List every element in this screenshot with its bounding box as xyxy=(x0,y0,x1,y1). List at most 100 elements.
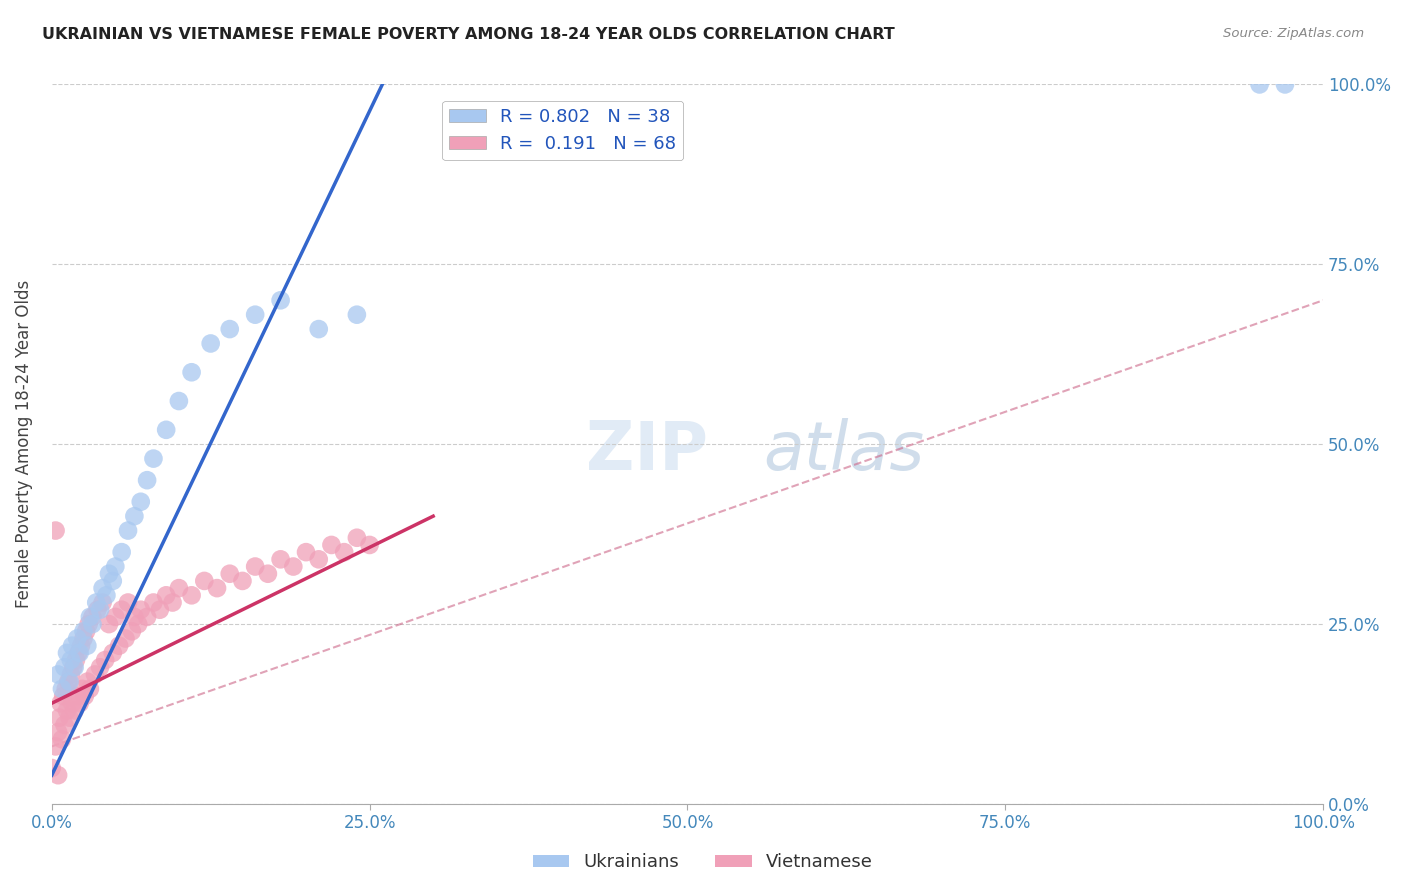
Point xyxy=(127,617,149,632)
Point xyxy=(55,681,77,696)
Point xyxy=(46,667,69,681)
Point xyxy=(155,588,177,602)
Point xyxy=(283,559,305,574)
Point xyxy=(243,308,266,322)
Point xyxy=(193,574,215,588)
Point xyxy=(46,725,69,739)
Point xyxy=(218,322,240,336)
Point xyxy=(84,667,107,681)
Point xyxy=(66,689,89,703)
Point xyxy=(149,603,172,617)
Point xyxy=(58,674,80,689)
Y-axis label: Female Poverty Among 18-24 Year Olds: Female Poverty Among 18-24 Year Olds xyxy=(15,280,32,608)
Point xyxy=(104,559,127,574)
Legend: Ukrainians, Vietnamese: Ukrainians, Vietnamese xyxy=(526,847,880,879)
Point xyxy=(69,646,91,660)
Text: Source: ZipAtlas.com: Source: ZipAtlas.com xyxy=(1223,27,1364,40)
Point xyxy=(129,495,152,509)
Point xyxy=(63,660,86,674)
Point xyxy=(257,566,280,581)
Point xyxy=(270,293,292,308)
Point xyxy=(94,653,117,667)
Point xyxy=(101,574,124,588)
Point xyxy=(79,681,101,696)
Point xyxy=(136,610,159,624)
Point xyxy=(346,308,368,322)
Point xyxy=(48,711,70,725)
Point xyxy=(333,545,356,559)
Point xyxy=(69,696,91,710)
Point xyxy=(53,718,76,732)
Point xyxy=(359,538,381,552)
Point xyxy=(117,595,139,609)
Point xyxy=(142,451,165,466)
Point xyxy=(41,761,63,775)
Point xyxy=(1249,78,1271,92)
Point xyxy=(45,524,67,538)
Point xyxy=(270,552,292,566)
Point xyxy=(82,610,104,624)
Point xyxy=(60,639,83,653)
Point xyxy=(73,689,96,703)
Point xyxy=(86,603,108,617)
Point xyxy=(295,545,318,559)
Point xyxy=(167,394,190,409)
Point xyxy=(104,610,127,624)
Point xyxy=(136,473,159,487)
Text: UKRAINIAN VS VIETNAMESE FEMALE POVERTY AMONG 18-24 YEAR OLDS CORRELATION CHART: UKRAINIAN VS VIETNAMESE FEMALE POVERTY A… xyxy=(42,27,896,42)
Point xyxy=(56,646,79,660)
Point xyxy=(142,595,165,609)
Point xyxy=(180,365,202,379)
Text: atlas: atlas xyxy=(763,418,925,484)
Point xyxy=(111,545,134,559)
Point xyxy=(51,732,73,747)
Point xyxy=(97,617,120,632)
Point xyxy=(89,603,111,617)
Point xyxy=(101,646,124,660)
Point xyxy=(75,624,97,639)
Point xyxy=(62,660,84,674)
Point xyxy=(46,768,69,782)
Point xyxy=(45,739,67,754)
Point xyxy=(53,660,76,674)
Legend: R = 0.802   N = 38, R =  0.191   N = 68: R = 0.802 N = 38, R = 0.191 N = 68 xyxy=(443,101,683,161)
Point xyxy=(124,509,146,524)
Point xyxy=(124,610,146,624)
Text: ZIP: ZIP xyxy=(586,418,707,484)
Point xyxy=(58,674,80,689)
Point xyxy=(308,552,330,566)
Point xyxy=(114,632,136,646)
Point xyxy=(49,696,72,710)
Point xyxy=(97,566,120,581)
Point xyxy=(121,624,143,639)
Point xyxy=(84,595,107,609)
Point xyxy=(72,624,94,639)
Point xyxy=(72,681,94,696)
Point xyxy=(65,653,87,667)
Point xyxy=(82,617,104,632)
Point xyxy=(231,574,253,588)
Point xyxy=(58,711,80,725)
Point xyxy=(308,322,330,336)
Point xyxy=(59,653,82,667)
Point xyxy=(52,689,75,703)
Point xyxy=(321,538,343,552)
Point xyxy=(66,632,89,646)
Point xyxy=(205,581,228,595)
Point xyxy=(76,639,98,653)
Point xyxy=(51,681,73,696)
Point xyxy=(346,531,368,545)
Point xyxy=(77,617,100,632)
Point xyxy=(56,703,79,717)
Point xyxy=(129,603,152,617)
Point xyxy=(60,696,83,710)
Point xyxy=(200,336,222,351)
Point xyxy=(89,660,111,674)
Point xyxy=(1274,78,1296,92)
Point xyxy=(59,667,82,681)
Point xyxy=(63,703,86,717)
Point xyxy=(167,581,190,595)
Point xyxy=(67,646,90,660)
Point xyxy=(72,632,94,646)
Point xyxy=(96,588,118,602)
